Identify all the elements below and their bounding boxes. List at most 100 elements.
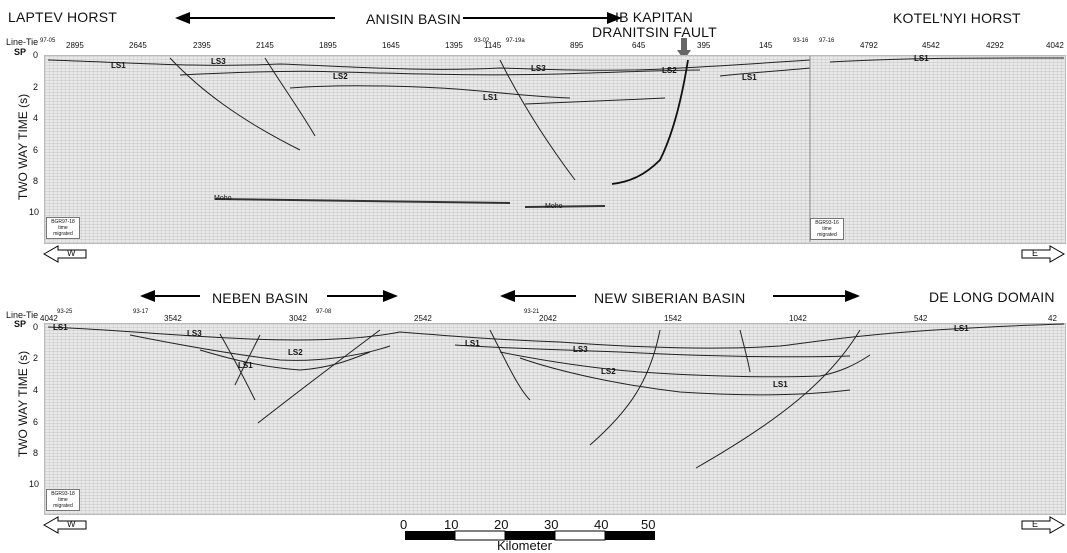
east-label: E — [1032, 248, 1039, 258]
bottom-interpretation — [47, 323, 1065, 469]
y-tick: 2 — [33, 82, 39, 92]
sp-label: SP — [14, 47, 27, 57]
sp-value: 2145 — [256, 41, 274, 50]
sp-value: 1645 — [382, 41, 400, 50]
neben-basin-label: NEBEN BASIN — [212, 290, 309, 306]
sp-value: 1395 — [445, 41, 463, 50]
layer-label: LS3 — [531, 64, 546, 73]
y-tick: 10 — [29, 479, 40, 489]
tie-label: 93-17 — [133, 309, 149, 315]
sp-value: 895 — [570, 41, 584, 50]
line-info-box-right: BGR93-16 time migrated — [810, 218, 844, 240]
y-tick: 8 — [33, 448, 39, 458]
y-tick: 4 — [33, 113, 39, 123]
sp-value: 4292 — [986, 41, 1004, 50]
tie-label: 93-25 — [57, 309, 73, 315]
scale-tick: 10 — [444, 517, 459, 532]
layer-label: LS1 — [954, 324, 969, 333]
y-tick: 8 — [33, 176, 39, 186]
layer-label: LS3 — [211, 57, 226, 66]
fault-label-line1: IB KAPITAN — [615, 9, 693, 25]
y-tick: 4 — [33, 385, 39, 395]
sp-value: 2895 — [66, 41, 84, 50]
line-info-box-left: BGR93-18 time migrated — [46, 489, 80, 511]
sp-value: 3042 — [289, 314, 307, 323]
seismic-section-top — [44, 55, 1066, 244]
scale-unit-label: Kilometer — [497, 538, 552, 553]
anisin-basin-label: ANISIN BASIN — [366, 11, 461, 27]
sp-value: 145 — [759, 41, 773, 50]
sp-value: 4042 — [1046, 41, 1064, 50]
sp-value: 2395 — [193, 41, 211, 50]
line-info-box-left: BGR97-18 time migrated — [46, 217, 80, 239]
sp-value: 3542 — [164, 314, 182, 323]
sp-value: 1895 — [319, 41, 337, 50]
layer-label: LS2 — [601, 367, 616, 376]
sp-label: SP — [14, 319, 27, 329]
layer-label: LS1 — [742, 73, 757, 82]
layer-label: LS1 — [238, 361, 253, 370]
layer-label: LS1 — [773, 380, 788, 389]
tie-label: 97-16 — [819, 38, 835, 44]
layer-label: LS2 — [662, 66, 677, 75]
tie-label: 93-16 — [793, 38, 809, 44]
layer-label: LS3 — [573, 345, 588, 354]
west-arrow-top — [42, 245, 87, 263]
bottom-arrows — [140, 290, 860, 302]
new-siberian-basin-label: NEW SIBERIAN BASIN — [594, 290, 746, 306]
y-tick: 10 — [29, 207, 40, 217]
west-arrow-bottom — [42, 516, 87, 534]
tie-label: 97-19a — [506, 38, 525, 44]
y-tick: 0 — [33, 50, 39, 60]
moho-label: Moho — [214, 195, 232, 202]
west-label: W — [67, 248, 76, 258]
east-label: E — [1032, 519, 1039, 529]
layer-label: LS1 — [914, 54, 929, 63]
sp-value: 42 — [1048, 314, 1057, 323]
layer-label: LS3 — [187, 329, 202, 338]
scale-tick: 0 — [400, 517, 408, 532]
layer-label: LS1 — [483, 93, 498, 102]
west-label: W — [67, 519, 76, 529]
layer-label: LS2 — [333, 72, 348, 81]
sp-value: 2645 — [129, 41, 147, 50]
layer-label: LS1 — [465, 339, 480, 348]
sp-value: 4792 — [860, 41, 878, 50]
y-tick: 6 — [33, 417, 39, 427]
east-arrow-bottom — [1021, 516, 1066, 534]
sp-value: 2042 — [539, 314, 557, 323]
layer-label: LS1 — [53, 323, 68, 332]
fault-label-line2: DRANITSIN FAULT — [592, 24, 717, 40]
sp-value: 1145 — [484, 41, 502, 50]
layer-label: LS2 — [288, 348, 303, 357]
y-tick: 0 — [33, 322, 39, 332]
moho-label: Moho — [545, 203, 563, 210]
line-tie-label: Line-Tie — [6, 310, 39, 320]
scale-tick: 20 — [494, 517, 509, 532]
line-tie-label: Line-Tie — [6, 37, 39, 47]
laptev-horst-label: LAPTEV HORST — [8, 9, 117, 25]
tie-label: 97-08 — [316, 309, 332, 315]
scale-bar-graphic — [405, 530, 655, 541]
sp-value: 542 — [914, 314, 928, 323]
top-interpretation — [47, 56, 1065, 242]
y-tick: 2 — [33, 353, 39, 363]
de-long-domain-label: DE LONG DOMAIN — [929, 289, 1055, 305]
tie-label: 93-21 — [524, 309, 540, 315]
layer-label: LS1 — [111, 61, 126, 70]
sp-value: 4042 — [40, 314, 58, 323]
sp-value: 2542 — [414, 314, 432, 323]
scale-tick: 30 — [544, 517, 559, 532]
scale-tick: 40 — [594, 517, 609, 532]
sp-value: 395 — [697, 41, 711, 50]
kotelnyi-horst-label: KOTEL'NYI HORST — [893, 10, 1021, 26]
east-arrow-top — [1021, 245, 1066, 263]
sp-value: 1042 — [789, 314, 807, 323]
tie-label: 93-02 — [474, 38, 490, 44]
scale-tick: 50 — [641, 517, 656, 532]
seismic-section-bottom — [44, 323, 1066, 515]
sp-value: 1542 — [664, 314, 682, 323]
tie-label: 97-05 — [40, 38, 56, 44]
sp-value: 645 — [632, 41, 646, 50]
y-tick: 6 — [33, 145, 39, 155]
